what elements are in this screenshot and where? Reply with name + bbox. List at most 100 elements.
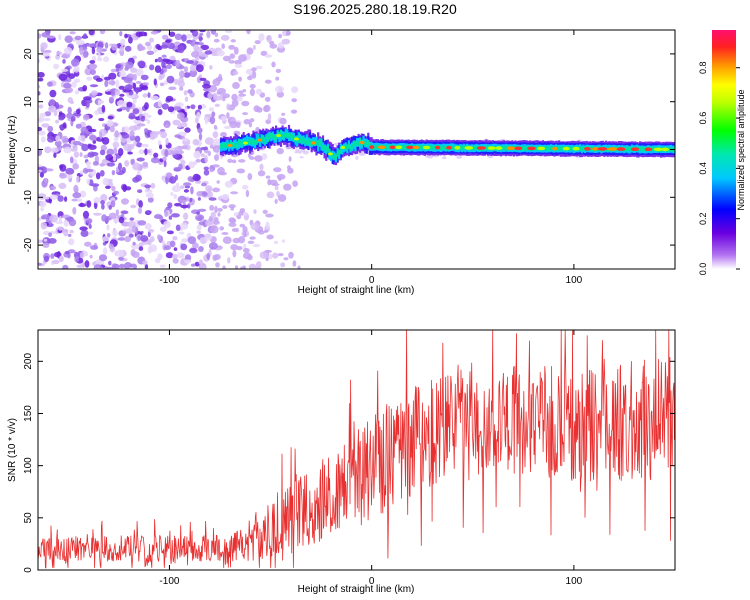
noise-cell xyxy=(263,229,269,233)
band-cell xyxy=(237,140,240,149)
noise-cell xyxy=(174,41,181,46)
noise-cell xyxy=(124,45,132,52)
band-cell xyxy=(262,135,265,140)
colorbar-label: Normalized spectral amplitude xyxy=(736,89,746,210)
noise-cell xyxy=(43,255,50,262)
noise-cell xyxy=(118,256,124,261)
noise-cell xyxy=(190,104,196,110)
noise-cell xyxy=(48,99,56,106)
noise-cell xyxy=(73,65,80,73)
noise-cell xyxy=(58,226,63,231)
noise-cell xyxy=(209,204,215,211)
noise-cell xyxy=(63,219,69,227)
noise-cell xyxy=(124,84,133,91)
noise-cell xyxy=(89,254,93,259)
noise-cell xyxy=(283,257,289,261)
band-cell xyxy=(221,143,224,149)
noise-cell xyxy=(277,253,284,257)
noise-cell xyxy=(184,105,188,112)
noise-cell xyxy=(99,149,106,156)
band-cell xyxy=(263,139,266,145)
noise-cell xyxy=(181,238,189,243)
noise-cell xyxy=(235,121,241,129)
noise-cell xyxy=(176,252,185,259)
band-cell xyxy=(338,150,341,160)
noise-cell xyxy=(263,104,271,112)
snr-marks xyxy=(38,330,675,569)
band-cell xyxy=(234,143,237,149)
noise-cell xyxy=(42,242,50,248)
noise-cell xyxy=(38,239,44,243)
noise-cell xyxy=(243,230,247,238)
noise-cell xyxy=(196,76,202,84)
band-cell xyxy=(590,146,593,151)
band-cell xyxy=(289,132,292,138)
noise-cell xyxy=(38,84,41,89)
noise-cell xyxy=(49,214,58,223)
band-cell xyxy=(241,139,244,145)
noise-cell xyxy=(101,137,110,145)
noise-cell xyxy=(138,242,144,248)
noise-cell xyxy=(248,263,257,269)
noise-cell xyxy=(242,226,248,233)
band-cell xyxy=(364,140,367,146)
noise-cell xyxy=(295,148,300,153)
noise-cell xyxy=(274,198,278,204)
noise-cell xyxy=(268,179,278,186)
band-cell xyxy=(299,138,302,144)
noise-cell xyxy=(38,33,42,39)
noise-cell xyxy=(87,143,92,148)
noise-cell xyxy=(290,109,298,114)
noise-cell xyxy=(124,67,129,71)
noise-cell xyxy=(53,63,60,70)
noise-cell xyxy=(247,240,255,244)
noise-cell xyxy=(147,92,151,98)
band-cell xyxy=(226,143,229,149)
noise-cell xyxy=(176,150,184,155)
noise-cell xyxy=(144,223,152,230)
noise-cell xyxy=(45,168,54,172)
noise-cell xyxy=(153,78,157,86)
noise-cell xyxy=(179,185,185,190)
noise-cell xyxy=(142,93,148,98)
noise-cell xyxy=(40,42,48,50)
band-cell xyxy=(558,146,561,151)
band-cell xyxy=(503,146,506,151)
noise-cell xyxy=(167,202,173,209)
noise-cell xyxy=(167,106,175,113)
band-cell xyxy=(333,155,336,161)
band-cell xyxy=(265,135,268,144)
band-cell xyxy=(444,145,448,151)
noise-cell xyxy=(174,33,183,41)
band-cell xyxy=(318,141,321,147)
colorbar-tick-label: 0.4 xyxy=(698,162,708,175)
noise-cell xyxy=(200,146,208,151)
colorbar-tick-label: 0.8 xyxy=(698,61,708,74)
band-cell xyxy=(254,139,257,145)
band-cell xyxy=(296,137,299,147)
noise-cell xyxy=(116,100,126,107)
noise-cell xyxy=(222,265,226,269)
snr-x-label: Height of straight line (km) xyxy=(298,584,415,595)
noise-cell xyxy=(142,82,150,86)
band-peak xyxy=(597,147,608,151)
noise-cell xyxy=(288,251,294,259)
noise-cell xyxy=(86,165,92,170)
noise-cell xyxy=(57,147,62,151)
noise-cell xyxy=(66,216,74,223)
noise-cell xyxy=(93,264,103,269)
noise-cell xyxy=(137,189,143,194)
noise-cell xyxy=(163,159,167,168)
colorbar-tick-label: 0.2 xyxy=(698,212,708,225)
noise-cell xyxy=(203,169,210,176)
noise-cell xyxy=(115,79,120,88)
noise-cell xyxy=(125,228,134,235)
noise-cell xyxy=(241,185,249,190)
noise-cell xyxy=(231,99,239,107)
noise-cell xyxy=(38,91,41,96)
noise-cell xyxy=(42,230,51,236)
band-peak xyxy=(630,147,640,151)
y-tick-label: 100 xyxy=(23,457,34,474)
noise-cell xyxy=(58,73,68,81)
noise-cell xyxy=(237,95,243,102)
